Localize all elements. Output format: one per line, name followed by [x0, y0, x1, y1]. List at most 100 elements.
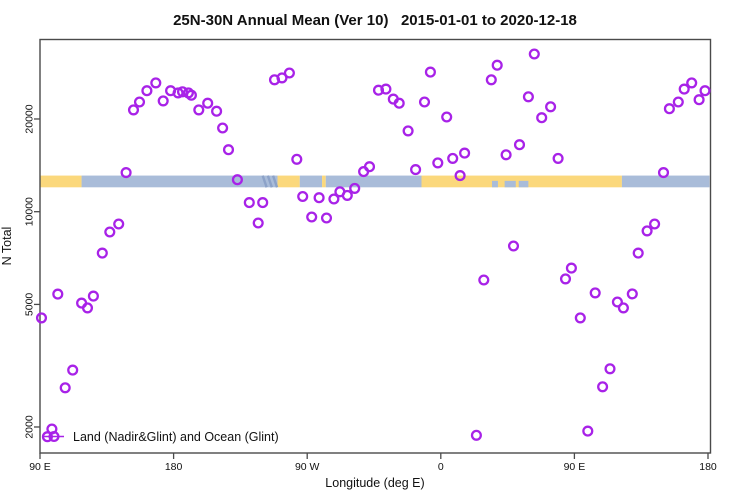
- data-point: [231, 174, 243, 186]
- map-water-patch: [504, 180, 516, 188]
- data-point: [96, 247, 108, 259]
- data-point: [252, 217, 264, 229]
- data-point: [297, 190, 309, 203]
- y-tick-label: 10000: [24, 197, 36, 226]
- data-point: [402, 125, 414, 137]
- map-coast-detail: [261, 175, 268, 188]
- y-axis-label: N Total: [0, 227, 14, 266]
- data-point: [641, 225, 653, 237]
- x-tick-label: 0: [438, 461, 444, 473]
- data-point: [81, 302, 94, 314]
- y-axis-ticks: 2000 5000 10000 20000: [24, 104, 40, 439]
- data-point: [597, 381, 609, 393]
- data-point: [528, 48, 540, 60]
- data-point: [522, 91, 534, 103]
- data-point: [507, 240, 520, 252]
- data-point: [589, 287, 601, 299]
- y-tick-label: 20000: [24, 104, 36, 133]
- data-point: [582, 425, 594, 437]
- legend-label: Land (Nadir&Glint) and Ocean (Glint): [73, 430, 279, 444]
- data-point: [441, 111, 453, 123]
- map-segment-ocean: [621, 175, 710, 188]
- data-point: [380, 83, 392, 95]
- x-tick-label: 90 E: [29, 461, 51, 473]
- data-point: [447, 152, 459, 164]
- x-tick-label: 180: [699, 461, 717, 473]
- data-point: [35, 312, 48, 324]
- data-point: [485, 74, 497, 86]
- data-point: [341, 189, 353, 201]
- x-axis-label: Longitude (deg E): [325, 476, 424, 490]
- data-point: [459, 147, 471, 159]
- map-coast-detail: [266, 175, 273, 188]
- data-point: [217, 122, 229, 134]
- data-point: [418, 96, 431, 108]
- data-point: [67, 364, 79, 376]
- data-point: [693, 94, 705, 106]
- data-point: [657, 167, 670, 179]
- data-point: [372, 84, 385, 96]
- map-segment-ocean: [81, 175, 278, 188]
- data-point: [176, 86, 189, 98]
- x-tick-label: 90 W: [295, 461, 320, 473]
- data-point: [686, 77, 698, 89]
- data-point: [565, 262, 577, 274]
- data-point: [604, 363, 616, 375]
- data-point: [157, 95, 169, 107]
- y-tick-label: 5000: [24, 293, 36, 317]
- data-point: [513, 139, 526, 151]
- data-point: [185, 89, 197, 101]
- data-point: [133, 96, 146, 108]
- data-point: [491, 59, 503, 71]
- data-point: [545, 101, 557, 113]
- x-tick-label: 180: [165, 461, 183, 473]
- data-point: [349, 182, 361, 194]
- data-point: [257, 197, 269, 209]
- data-point: [313, 192, 325, 204]
- data-point: [470, 429, 482, 441]
- x-tick-label: 90 E: [564, 461, 586, 473]
- data-point: [363, 161, 376, 173]
- data-point: [52, 288, 64, 300]
- data-point: [424, 66, 436, 78]
- y-tick-label: 2000: [24, 415, 36, 439]
- plot-frame: [39, 38, 712, 454]
- plot-border: [39, 38, 712, 454]
- data-point: [552, 152, 564, 164]
- legend-marker-icon: [48, 430, 60, 443]
- map-water-patch: [518, 180, 529, 188]
- legend: Land (Nadir&Glint) and Ocean (Glint): [44, 430, 279, 444]
- data-point: [328, 193, 340, 205]
- world-map-band: [40, 175, 710, 188]
- data-points: [35, 48, 711, 443]
- data-point: [291, 153, 303, 165]
- map-segment-ocean: [299, 175, 323, 188]
- data-point: [393, 97, 405, 109]
- data-point: [306, 211, 318, 223]
- data-point: [678, 83, 690, 95]
- data-point: [454, 170, 466, 182]
- data-point: [141, 85, 153, 97]
- data-point: [59, 382, 71, 394]
- chart-title: 25N-30N Annual Mean (Ver 10) 2015-01-01 …: [173, 12, 577, 29]
- map-water-patch: [492, 180, 498, 188]
- data-point: [150, 77, 162, 89]
- map-coast-detail: [271, 175, 279, 188]
- data-point: [410, 164, 422, 176]
- data-point: [611, 296, 623, 308]
- data-point: [113, 218, 125, 230]
- data-point: [283, 67, 295, 79]
- data-point: [243, 197, 255, 209]
- x-axis-ticks: 90 E 180 90 W 0 90 E 180: [29, 453, 717, 473]
- data-point: [104, 226, 116, 238]
- data-point: [127, 104, 140, 116]
- data-point: [649, 218, 661, 230]
- data-point: [202, 97, 214, 109]
- data-point: [120, 167, 132, 179]
- data-point: [478, 274, 490, 286]
- data-point: [432, 157, 444, 169]
- data-point: [320, 212, 333, 224]
- map-segment-land: [277, 175, 300, 188]
